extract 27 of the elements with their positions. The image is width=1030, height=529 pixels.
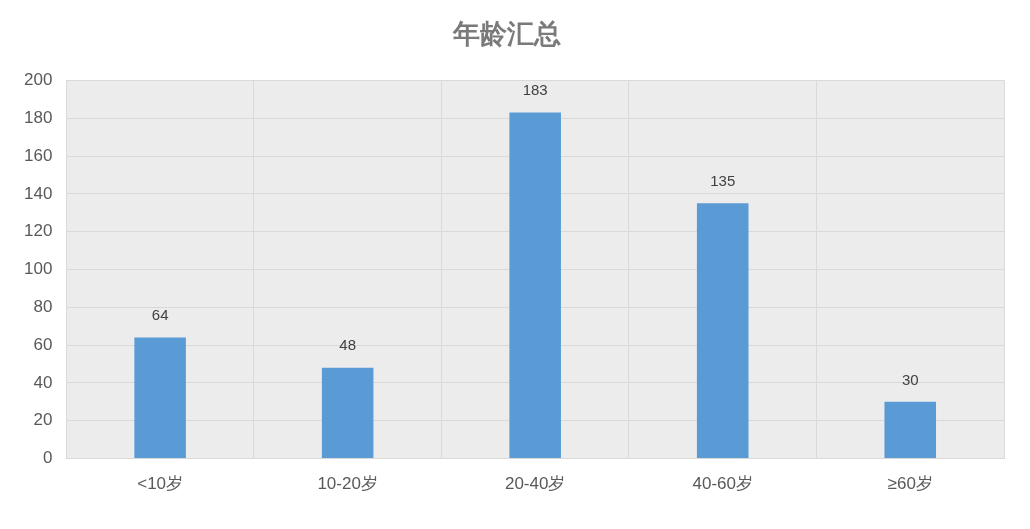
y-tick-label: 80 [33, 297, 53, 317]
bar [696, 203, 749, 459]
data-label: 30 [901, 370, 919, 388]
chart-title: 年龄汇总 [452, 19, 561, 50]
x-tick-label: ≥60岁 [887, 474, 933, 494]
y-tick-label: 100 [23, 259, 53, 279]
bar [321, 367, 374, 459]
bar [884, 401, 937, 459]
data-label: 48 [339, 336, 356, 354]
data-label: 183 [522, 81, 548, 99]
y-tick-label: 40 [33, 372, 53, 392]
data-label: 135 [710, 171, 736, 189]
x-tick-label: 40-60岁 [692, 474, 753, 494]
x-tick-label: 20-40岁 [504, 474, 566, 494]
y-tick-label: 160 [23, 145, 53, 165]
bar [134, 337, 186, 459]
y-tick-label: 120 [23, 221, 53, 241]
y-tick-label: 20 [33, 410, 53, 430]
data-label: 64 [151, 306, 169, 324]
y-tick-label: 60 [33, 334, 53, 354]
y-tick-label: 180 [23, 107, 53, 127]
x-tick-label: 10-20岁 [317, 474, 378, 494]
x-tick-label: <10岁 [137, 474, 184, 494]
bar [509, 112, 561, 459]
y-tick-label: 200 [23, 70, 53, 90]
y-tick-label: 0 [42, 448, 53, 468]
y-tick-label: 140 [23, 183, 53, 203]
